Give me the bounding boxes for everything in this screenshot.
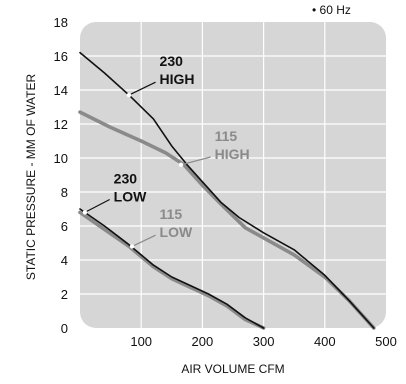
series-line-115-high (78, 110, 376, 330)
series-label: 115 HIGH (215, 128, 250, 162)
x-tick-label: 400 (314, 334, 336, 349)
x-tick-label: 300 (253, 334, 275, 349)
y-tick-label: 18 (54, 15, 68, 30)
y-tick-label: 12 (54, 117, 68, 132)
series-label-line: HIGH (215, 146, 250, 162)
tick-labels: 100 200 300 400 500 0 2 4 6 8 10 12 14 16 18 (54, 15, 397, 349)
label-leader-line (84, 198, 110, 213)
y-tick-label: 10 (54, 151, 68, 166)
series-line-115-low (78, 210, 266, 330)
y-tick-label: 0 (61, 321, 68, 336)
series-label: 115 LOW (160, 206, 193, 240)
y-tick-label: 6 (61, 219, 68, 234)
y-tick-label: 4 (61, 253, 68, 268)
x-tick-label: 200 (192, 334, 214, 349)
y-tick-label: 14 (54, 83, 68, 98)
series-label-line: 115 (160, 206, 183, 222)
label-marker-dot (126, 92, 132, 98)
label-leader-line (180, 156, 211, 166)
series-label-line: 230 (114, 171, 138, 187)
label-leader-line (128, 81, 156, 96)
frequency-note: • 60 Hz (312, 3, 351, 17)
series-label-line: LOW (160, 224, 193, 240)
x-tick-label: 500 (375, 334, 397, 349)
y-tick-label: 2 (61, 287, 68, 302)
series-line-230-low (79, 208, 265, 329)
y-axis-title: STATIC PRESSURE - MM OF WATER (24, 74, 38, 281)
series-lines (78, 51, 376, 330)
label-marker-dot (178, 162, 184, 167)
x-axis-title: AIR VOLUME CFM (181, 362, 284, 376)
label-marker-dot (82, 210, 88, 215)
series-labels: 230 HIGH 115 HIGH 230 LOW 115 LOW (82, 53, 250, 249)
series-label-line: LOW (114, 189, 147, 205)
label-leader-line (131, 234, 156, 247)
label-marker-dot (129, 244, 135, 249)
series-label-line: HIGH (160, 71, 195, 87)
series-label-line: 115 (215, 128, 238, 144)
series-label: 230 LOW (114, 171, 147, 205)
series-label-line: 230 (160, 53, 184, 69)
y-tick-label: 16 (54, 49, 68, 64)
plot-area (80, 22, 386, 328)
series-line-230-high (79, 51, 375, 329)
series-label: 230 HIGH (160, 53, 195, 87)
y-tick-label: 8 (61, 185, 68, 200)
x-tick-label: 100 (130, 334, 152, 349)
